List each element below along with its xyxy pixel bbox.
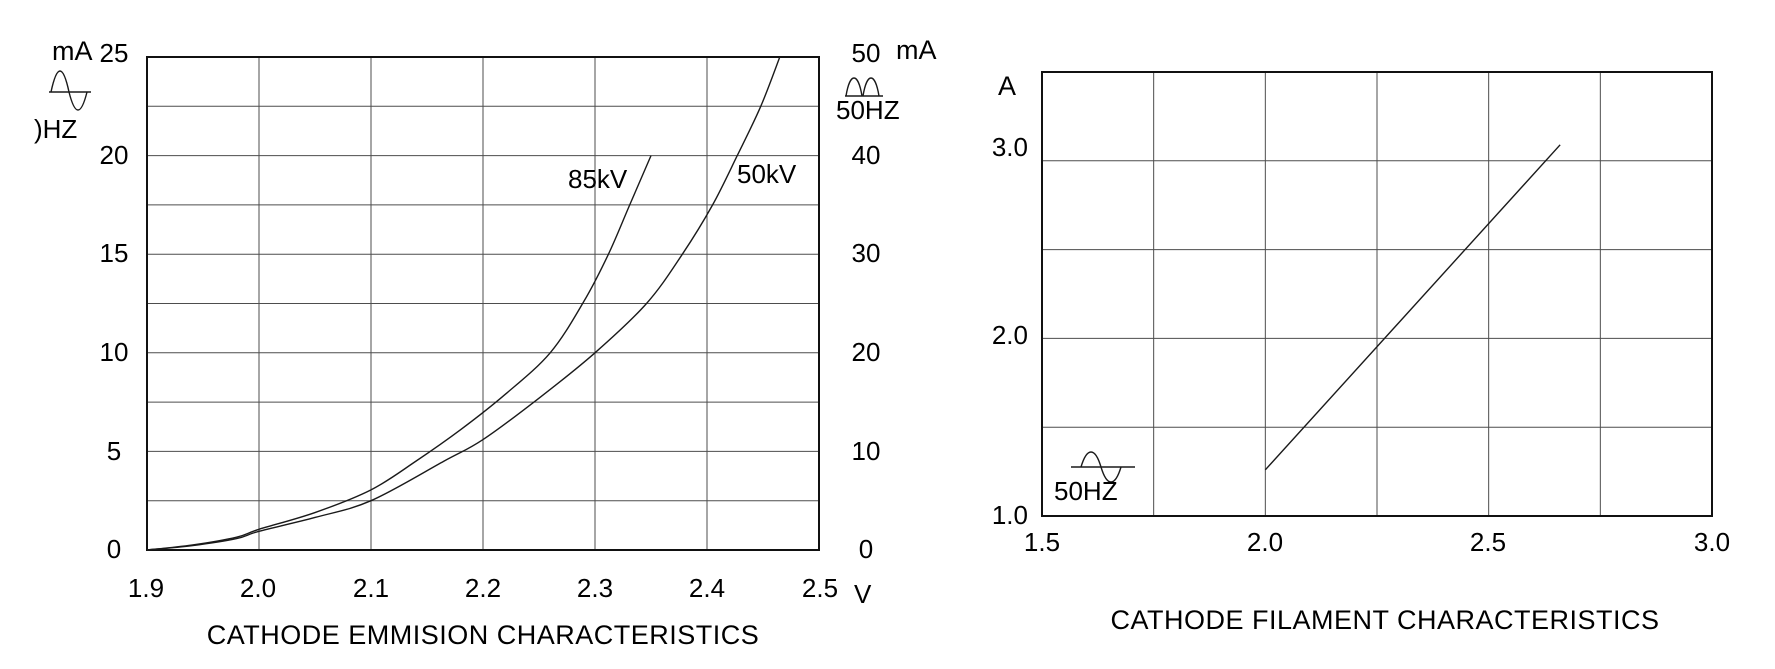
right-chart-x-tick: 1.5 bbox=[1023, 527, 1061, 557]
right-chart-x-tick: 2.0 bbox=[1246, 527, 1284, 557]
left-chart-title: CATHODE EMMISION CHARACTERISTICS bbox=[206, 620, 760, 650]
left-x-axis-unit: V bbox=[854, 579, 872, 609]
sine-wave-icon bbox=[49, 70, 91, 111]
left-x-tick: 2.4 bbox=[688, 573, 726, 603]
curve-label-50kv: 50kV bbox=[737, 159, 797, 189]
right-y-tick: 40 bbox=[851, 140, 881, 170]
curve-label-85kv: 85kV bbox=[568, 164, 628, 194]
right-y-axis-unit: mA bbox=[896, 35, 937, 65]
right-y-tick: 0 bbox=[858, 534, 874, 564]
cathode-filament-chart bbox=[1041, 71, 1713, 517]
cathode-emission-chart bbox=[146, 56, 820, 551]
left-x-tick: 2.1 bbox=[352, 573, 390, 603]
right-chart-title: CATHODE FILAMENT CHARACTERISTICS bbox=[1110, 605, 1660, 635]
curve-85kV bbox=[146, 155, 652, 551]
left-y-tick: 20 bbox=[99, 140, 129, 170]
curve-50kV bbox=[146, 56, 781, 551]
left-y-tick: 10 bbox=[99, 337, 129, 367]
right-y-tick: 20 bbox=[851, 337, 881, 367]
right-y-axis-freq-label: 50HZ bbox=[836, 95, 900, 125]
left-y-axis-unit: mA bbox=[52, 36, 93, 66]
right-chart-x-tick: 3.0 bbox=[1693, 527, 1731, 557]
full-wave-rectified-icon bbox=[845, 77, 883, 97]
left-y-tick: 0 bbox=[106, 534, 122, 564]
left-y-tick: 15 bbox=[99, 238, 129, 268]
left-x-tick: 2.0 bbox=[239, 573, 277, 603]
left-x-tick: 2.5 bbox=[801, 573, 839, 603]
right-chart-freq-label: 50HZ bbox=[1054, 476, 1118, 506]
right-y-tick: 10 bbox=[851, 436, 881, 466]
right-chart-y-axis-unit: A bbox=[998, 71, 1017, 101]
right-chart-y-tick: 2.0 bbox=[991, 320, 1028, 350]
right-y-tick: 30 bbox=[851, 238, 881, 268]
left-x-tick: 2.3 bbox=[576, 573, 614, 603]
sine-wave-icon bbox=[1071, 451, 1135, 483]
right-chart-y-tick: 3.0 bbox=[991, 132, 1028, 162]
right-chart-x-tick: 2.5 bbox=[1469, 527, 1507, 557]
left-x-tick: 2.2 bbox=[464, 573, 502, 603]
right-y-tick: 50 bbox=[851, 38, 881, 68]
left-x-tick: 1.9 bbox=[127, 573, 165, 603]
right-chart-y-tick: 1.0 bbox=[991, 500, 1028, 530]
left-y-tick: 5 bbox=[106, 436, 122, 466]
left-y-tick: 25 bbox=[99, 38, 129, 68]
left-y-axis-freq-label: )HZ bbox=[34, 114, 78, 144]
curve-filament-current bbox=[1264, 144, 1561, 471]
